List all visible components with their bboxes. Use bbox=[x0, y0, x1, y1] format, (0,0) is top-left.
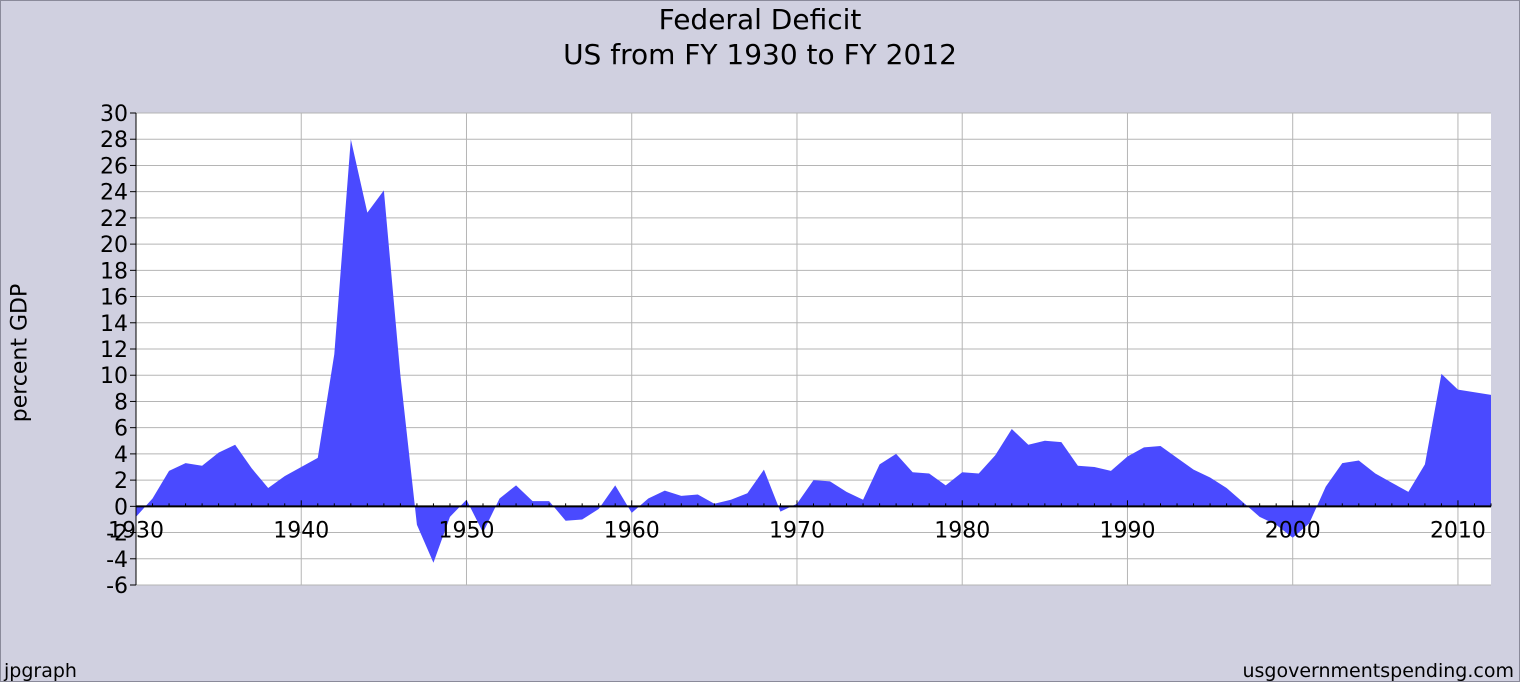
credit-jpgraph: jpgraph bbox=[4, 660, 77, 682]
y-tick-label: -2 bbox=[106, 522, 128, 547]
y-tick-label: 4 bbox=[114, 443, 128, 468]
x-tick-label: 2010 bbox=[1430, 518, 1486, 543]
chart-subtitle: US from FY 1930 to FY 2012 bbox=[563, 38, 957, 71]
y-tick-label: 30 bbox=[100, 102, 128, 127]
y-tick-label: 8 bbox=[114, 390, 128, 415]
axes bbox=[130, 112, 1492, 586]
y-tick-label: 16 bbox=[100, 286, 128, 311]
x-tick-label: 1960 bbox=[604, 518, 660, 543]
data-area bbox=[136, 139, 1491, 563]
x-tick-label: 1930 bbox=[108, 518, 164, 543]
chart-title: Federal Deficit bbox=[658, 3, 862, 36]
x-tick-label: 2000 bbox=[1265, 518, 1321, 543]
x-tick-label: 1950 bbox=[438, 518, 494, 543]
x-tick-label: 1970 bbox=[769, 518, 825, 543]
y-tick-label: 0 bbox=[114, 495, 128, 520]
y-tick-label: 28 bbox=[100, 128, 128, 153]
y-tick-label: 24 bbox=[100, 181, 128, 206]
y-tick-label: 22 bbox=[100, 207, 128, 232]
x-tick-label: 1980 bbox=[934, 518, 990, 543]
y-tick-label: 18 bbox=[100, 259, 128, 284]
y-tick-label: 26 bbox=[100, 154, 128, 179]
x-tick-label: 1940 bbox=[273, 518, 329, 543]
x-tick-label: 1990 bbox=[1099, 518, 1155, 543]
y-tick-label: -4 bbox=[106, 548, 128, 573]
y-tick-label: 12 bbox=[100, 338, 128, 363]
y-tick-label: 6 bbox=[114, 417, 128, 442]
deficit-area bbox=[136, 139, 1491, 563]
credit-source: usgovernmentspending.com bbox=[1242, 660, 1514, 682]
y-tick-label: 2 bbox=[114, 469, 128, 494]
y-tick-label: 10 bbox=[100, 364, 128, 389]
y-tick-label: 20 bbox=[100, 233, 128, 258]
x-tick-labels: 1930 1940 1950 1960 1970 1980 1990 2000 2010 bbox=[108, 518, 1486, 543]
y-tick-label: 14 bbox=[100, 312, 128, 337]
y-tick-label: -6 bbox=[106, 574, 128, 599]
